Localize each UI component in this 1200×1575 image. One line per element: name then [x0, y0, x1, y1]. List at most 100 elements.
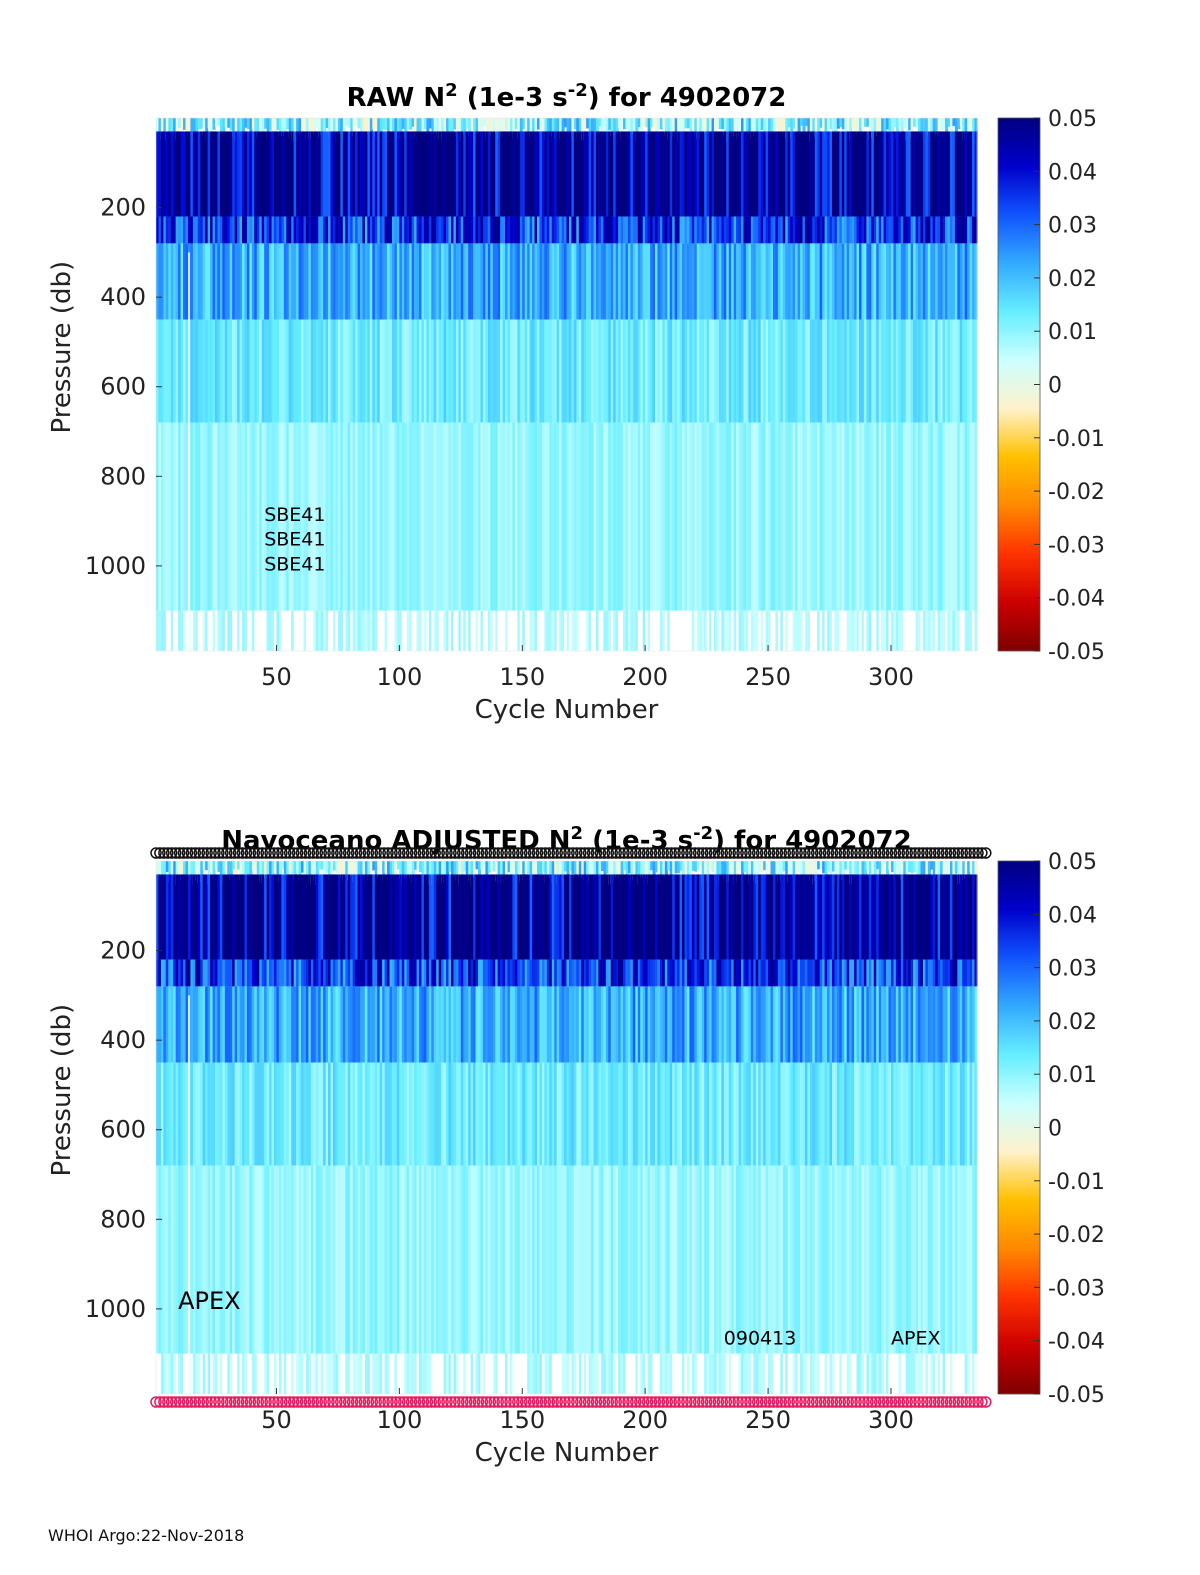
- heatmap-cell: [637, 861, 641, 885]
- heatmap-cell: [527, 131, 531, 217]
- heatmap-cell: [492, 861, 496, 872]
- heatmap-cell: [969, 610, 973, 651]
- heatmap-cell: [686, 1165, 691, 1354]
- heatmap-cell: [541, 422, 545, 611]
- heatmap-cell: [342, 1353, 346, 1394]
- heatmap-cell: [721, 118, 725, 130]
- heatmap-cell: [758, 216, 762, 244]
- heatmap-cell: [861, 422, 865, 611]
- heatmap-cell: [423, 610, 427, 651]
- heatmap-cell: [561, 874, 565, 960]
- heatmap-cell: [967, 319, 971, 423]
- heatmap-cell: [856, 1062, 860, 1166]
- heatmap-cell: [473, 986, 477, 1063]
- heatmap-cell: [532, 610, 536, 651]
- heatmap-cell: [613, 959, 617, 987]
- heatmap-cell: [546, 422, 550, 611]
- heatmap-cell: [886, 422, 890, 611]
- heatmap-cell: [927, 118, 931, 136]
- heatmap-cell: [495, 319, 499, 423]
- heatmap-cell: [647, 422, 651, 611]
- heatmap-cell: [603, 118, 607, 135]
- heatmap-cell: [910, 216, 914, 244]
- heatmap-cell: [468, 1165, 472, 1354]
- heatmap-cell: [790, 319, 794, 423]
- heatmap-cell: [261, 861, 265, 885]
- heatmap-cell: [458, 610, 462, 651]
- heatmap-cell: [684, 118, 688, 129]
- heatmap-cell: [330, 118, 334, 137]
- heatmap-cell: [962, 216, 966, 244]
- heatmap-cell: [369, 986, 373, 1063]
- heatmap-cell: [244, 861, 248, 875]
- heatmap-cell: [497, 118, 501, 140]
- heatmap-cell: [836, 610, 840, 651]
- heatmap-cell: [659, 959, 663, 987]
- heatmap-cell: [433, 874, 437, 960]
- heatmap-cell: [962, 959, 966, 987]
- heatmap-cell: [748, 959, 752, 987]
- heatmap-cell: [854, 1062, 858, 1166]
- colorbar-tick-label: 0.02: [1048, 267, 1097, 292]
- heatmap-cell: [453, 1062, 457, 1166]
- heatmap-cell: [207, 959, 211, 987]
- heatmap-cell: [969, 986, 973, 1063]
- heatmap-cell: [573, 610, 577, 651]
- heatmap-cell: [726, 1353, 730, 1394]
- heatmap-cell: [610, 1062, 614, 1166]
- heatmap-cell: [217, 1353, 221, 1394]
- heatmap-cell: [775, 959, 779, 987]
- heatmap-cell: [898, 216, 902, 244]
- heatmap-cell: [156, 1165, 160, 1354]
- heatmap-cell: [588, 118, 592, 137]
- heatmap-cell: [814, 216, 818, 244]
- heatmap-cell: [352, 319, 356, 423]
- heatmap-cell: [876, 118, 880, 137]
- heatmap-cell: [237, 243, 241, 320]
- heatmap-cell: [578, 861, 582, 878]
- heatmap-cell: [487, 986, 491, 1063]
- heatmap-cell: [733, 861, 737, 884]
- heatmap-cell: [959, 118, 963, 127]
- qc-flag-marker: [303, 847, 316, 859]
- heatmap-cell: [608, 216, 612, 244]
- heatmap-cell: [539, 861, 543, 881]
- heatmap-cell: [679, 1353, 683, 1394]
- heatmap-cell: [704, 959, 708, 987]
- heatmap-cell: [264, 610, 268, 651]
- heatmap-cell: [357, 1353, 361, 1394]
- heatmap-cell: [772, 319, 777, 423]
- heatmap-cell: [244, 243, 248, 320]
- heatmap-cell: [296, 216, 300, 244]
- heatmap-cell: [394, 1353, 398, 1394]
- heatmap-cell: [517, 118, 521, 139]
- heatmap-cell: [696, 243, 700, 320]
- heatmap-cell: [908, 861, 912, 873]
- heatmap-cell: [940, 131, 944, 217]
- heatmap-cell: [935, 216, 939, 244]
- heatmap-cell: [630, 610, 634, 651]
- heatmap-cell: [630, 1353, 634, 1394]
- heatmap-cell: [200, 861, 204, 883]
- heatmap-cell: [650, 422, 654, 611]
- heatmap-cell: [608, 131, 612, 217]
- heatmap-cell: [935, 422, 939, 611]
- heatmap-cell: [859, 243, 863, 320]
- heatmap-cell: [426, 1165, 430, 1354]
- heatmap-cell: [814, 861, 818, 882]
- heatmap-cell: [868, 1353, 872, 1394]
- heatmap-cell: [367, 610, 371, 651]
- heatmap-cell: [637, 243, 641, 320]
- heatmap-cell: [861, 243, 865, 320]
- heatmap-cell: [871, 131, 875, 217]
- heatmap-cell: [863, 243, 867, 320]
- heatmap-cell: [281, 610, 285, 651]
- heatmap-cell: [765, 118, 769, 136]
- heatmap-cell: [522, 319, 526, 423]
- heatmap-cell: [364, 1165, 368, 1354]
- heatmap-cell: [470, 610, 474, 651]
- heatmap-cell: [954, 861, 958, 874]
- qc-flag-marker: [618, 847, 630, 859]
- heatmap-cell: [716, 1165, 720, 1354]
- heatmap-cell: [387, 1353, 391, 1394]
